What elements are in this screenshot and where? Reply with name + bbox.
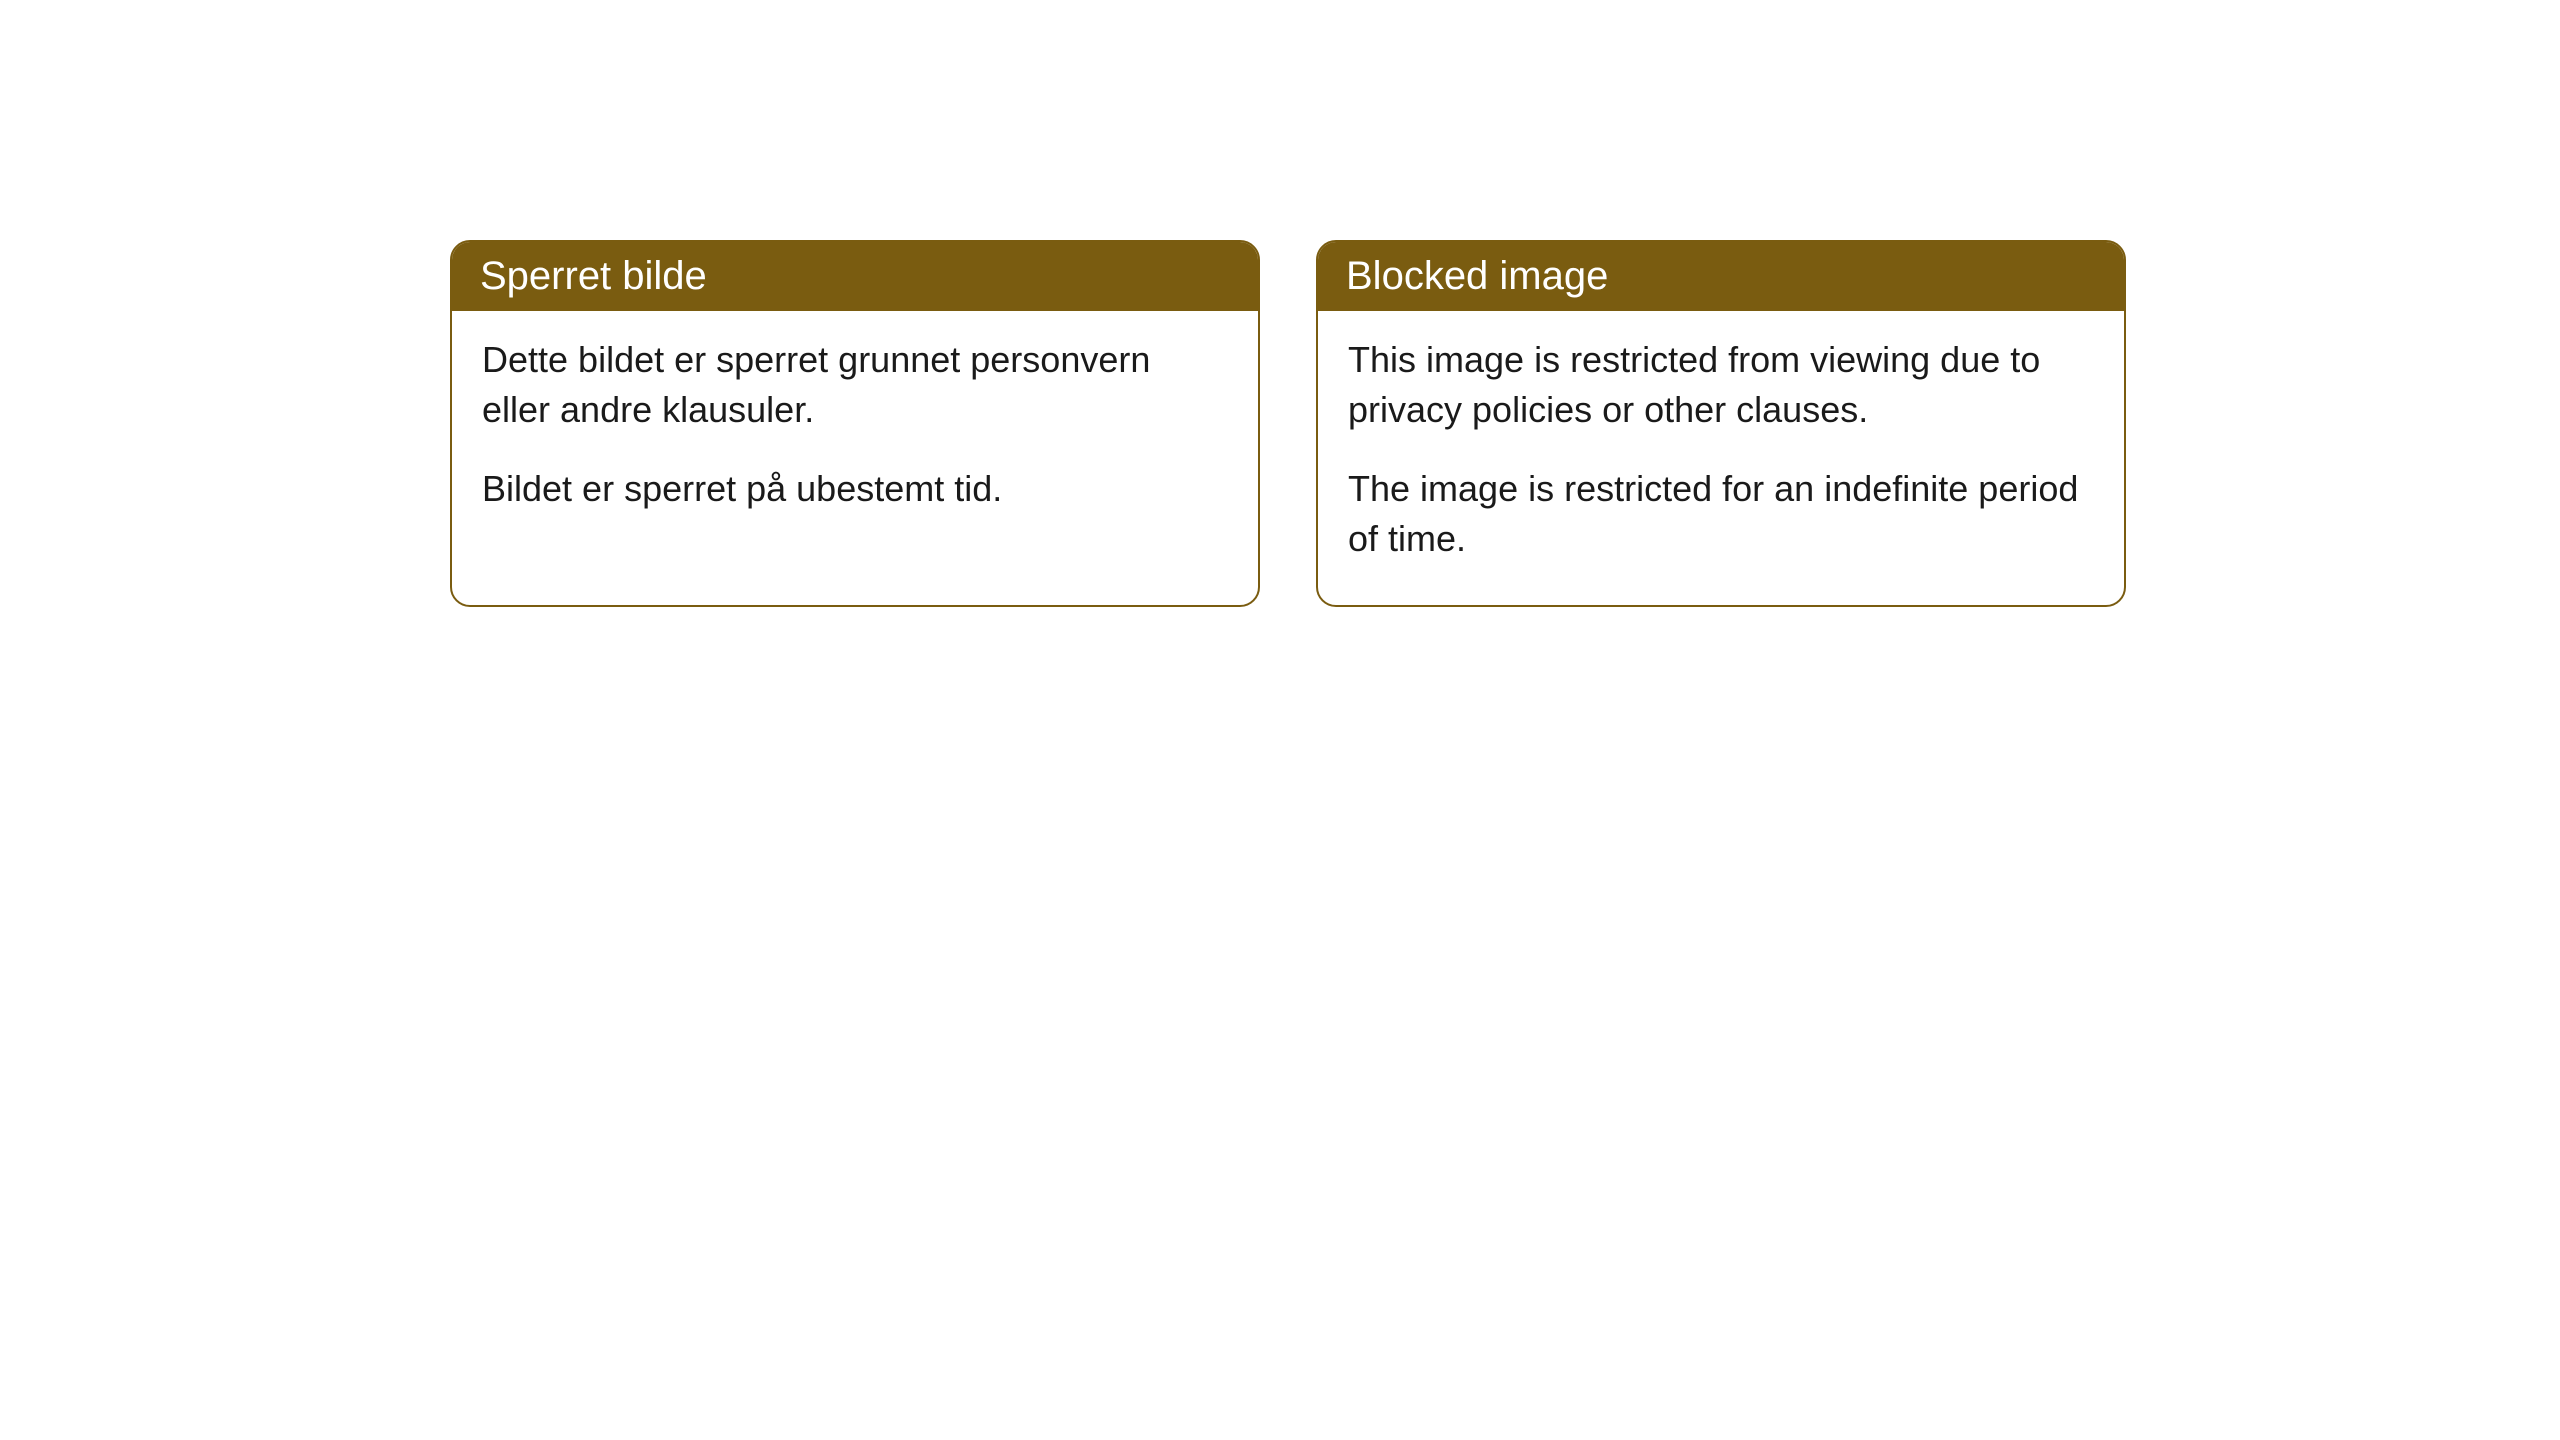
card-title: Sperret bilde [480,254,707,298]
notice-card-norwegian: Sperret bilde Dette bildet er sperret gr… [450,240,1260,607]
card-header: Blocked image [1318,242,2124,311]
card-paragraph: The image is restricted for an indefinit… [1348,464,2094,565]
card-paragraph: This image is restricted from viewing du… [1348,335,2094,436]
card-header: Sperret bilde [452,242,1258,311]
card-paragraph: Bildet er sperret på ubestemt tid. [482,464,1228,514]
notice-card-english: Blocked image This image is restricted f… [1316,240,2126,607]
card-paragraph: Dette bildet er sperret grunnet personve… [482,335,1228,436]
card-title: Blocked image [1346,254,1608,298]
notice-cards-container: Sperret bilde Dette bildet er sperret gr… [450,240,2126,607]
card-body: This image is restricted from viewing du… [1318,311,2124,605]
card-body: Dette bildet er sperret grunnet personve… [452,311,1258,554]
